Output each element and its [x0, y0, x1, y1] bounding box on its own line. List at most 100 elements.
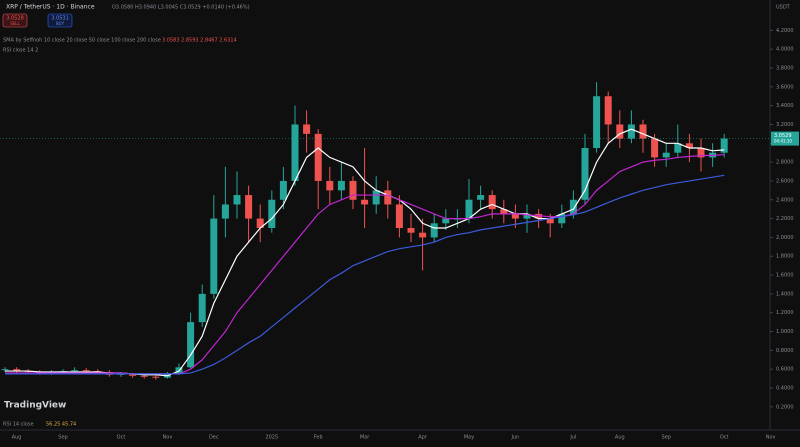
candle-body	[674, 143, 682, 153]
indicator-values: 3.0583 2.8593 2.8467 2.6314	[162, 38, 237, 44]
candle-body	[210, 218, 218, 294]
x-tick-label: Dec	[209, 435, 219, 441]
candle-body	[140, 375, 148, 377]
x-tick-label: Mar	[360, 435, 370, 441]
rsi-label: RSI 14 close	[3, 422, 34, 428]
candle-body	[326, 180, 334, 191]
candle-body	[407, 228, 415, 233]
candle-body	[430, 223, 438, 238]
candle-body	[511, 213, 519, 219]
x-tick-label: Nov	[766, 435, 776, 441]
candle-body	[697, 148, 705, 158]
x-tick-label: Oct	[720, 435, 729, 441]
price-tag-label: 3.0529	[774, 133, 792, 139]
candle-body	[593, 96, 601, 148]
candle-body	[558, 213, 566, 224]
candle-body	[442, 218, 450, 224]
candle-body	[82, 370, 90, 372]
x-tick-label: Sep	[58, 435, 67, 441]
candle-body	[129, 373, 137, 376]
y-tick-label: 1.2000	[776, 310, 794, 316]
sub-indicator: RSI close 14 2	[3, 48, 38, 54]
candle-body	[546, 218, 554, 224]
sell-label: SELL	[10, 21, 20, 26]
y-tick-label: 0.8000	[776, 348, 794, 354]
y-tick-label: 3.8000	[776, 66, 794, 72]
y-tick-label: 0.6000	[776, 367, 794, 373]
x-tick-label: Oct	[117, 435, 126, 441]
candle-body	[581, 148, 589, 200]
candle-body	[245, 195, 253, 219]
candle-body	[651, 138, 659, 158]
candle-body	[465, 199, 473, 219]
candle-body	[685, 143, 693, 148]
candle-body	[221, 204, 229, 219]
x-tick-label: 2025	[265, 435, 278, 441]
y-tick-label: 3.2000	[776, 122, 794, 128]
timer-label: 04:41:10	[774, 139, 792, 144]
currency: USDT	[776, 5, 791, 11]
buy-price: 3.0531	[51, 16, 69, 22]
brand: TradingView	[4, 401, 66, 411]
candle-body	[71, 370, 79, 372]
candle-body	[233, 195, 241, 205]
candle-body	[314, 133, 322, 181]
y-tick-label: 3.6000	[776, 84, 794, 90]
candle-body	[13, 369, 21, 372]
candle-body	[187, 322, 195, 368]
x-tick-label: Apr	[418, 435, 428, 441]
y-tick-label: 2.8000	[776, 160, 794, 166]
y-tick-label: 0.2000	[776, 404, 794, 410]
candle-body	[349, 180, 357, 200]
x-tick-label: Feb	[314, 435, 323, 441]
ohlc: O3.0580 H3.0940 L3.0045 C3.0529 +0.0140 …	[112, 5, 250, 11]
rsi-values: 56.25 45.74	[46, 422, 76, 428]
candle-body	[268, 199, 276, 228]
sell-button[interactable]	[2, 13, 28, 28]
candle-body	[303, 124, 311, 134]
candle-body	[720, 138, 728, 153]
candle-body	[419, 232, 427, 238]
candle-body	[1, 369, 9, 371]
candle-body	[604, 96, 612, 125]
candle-body	[488, 195, 496, 210]
candle-body	[384, 190, 392, 205]
x-tick-label: Nov	[163, 435, 173, 441]
y-tick-label: 4.0000	[776, 47, 794, 53]
y-tick-label: 0.4000	[776, 386, 794, 392]
candle-body	[291, 124, 299, 181]
x-tick-label: May	[464, 435, 474, 441]
y-tick-label: 1.4000	[776, 291, 794, 297]
x-tick-label: Aug	[12, 435, 22, 441]
moving-average	[5, 174, 725, 375]
indicator: SMA by Seffnoh 10 close 20 close 50 clos…	[3, 38, 161, 44]
candle-body	[662, 152, 670, 158]
candle-body	[627, 124, 635, 139]
y-tick-label: 1.0000	[776, 329, 794, 335]
x-tick-label: Jul	[569, 435, 576, 441]
x-tick-label: Aug	[615, 435, 625, 441]
sell-price: 3.0528	[6, 16, 24, 22]
candle-body	[337, 180, 345, 191]
buy-button[interactable]	[47, 13, 73, 28]
x-tick-label: Jun	[510, 435, 519, 441]
buy-label: BUY	[56, 21, 65, 26]
y-tick-label: 2.4000	[776, 197, 794, 203]
candle-body	[395, 204, 403, 228]
y-tick-label: 3.4000	[776, 103, 794, 109]
candle-body	[569, 199, 577, 214]
candle-body	[279, 180, 287, 200]
symbol: XRP / TetherUS · 1D · Binance	[6, 4, 95, 11]
candle-body	[616, 124, 624, 139]
candle-body	[256, 218, 264, 228]
candle-body	[477, 195, 485, 200]
x-tick-label: Sep	[661, 435, 670, 441]
candle-body	[152, 376, 160, 378]
price-tag	[771, 131, 799, 146]
moving-average	[5, 153, 725, 375]
candle-body	[361, 199, 369, 205]
candle-body	[639, 124, 647, 139]
candle-body	[523, 213, 531, 219]
y-tick-label: 1.8000	[776, 254, 794, 260]
